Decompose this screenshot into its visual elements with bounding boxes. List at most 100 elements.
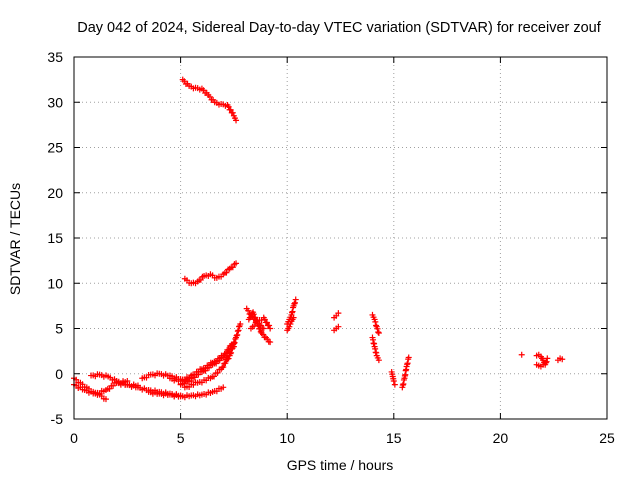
series-arc-f	[145, 384, 227, 401]
data-point	[292, 296, 299, 303]
x-axis-label: GPS time / hours	[287, 457, 394, 473]
y-tick-label: 10	[47, 275, 63, 291]
data-point	[390, 377, 397, 384]
data-point-fill	[202, 367, 209, 374]
data-point-fill	[229, 109, 236, 116]
data-point-fill	[236, 323, 243, 330]
series-arc-u	[388, 368, 398, 388]
data-point-fill	[206, 364, 213, 371]
data-point	[375, 357, 382, 364]
y-tick-label: -5	[51, 411, 64, 427]
y-tick-label: 30	[47, 94, 63, 110]
series-arc-s	[369, 311, 382, 337]
data-point-fill	[266, 322, 273, 329]
data-point-fill	[227, 350, 234, 357]
data-point-fill	[211, 373, 218, 380]
series-arc-i	[181, 320, 244, 391]
data-point	[102, 396, 109, 403]
data-point	[267, 325, 274, 332]
data-point	[233, 117, 240, 124]
data-point	[559, 356, 566, 363]
data-point	[233, 260, 240, 267]
data-point-fill	[372, 318, 379, 325]
series-arc-k	[181, 260, 240, 287]
data-point-fill	[263, 319, 270, 326]
chart-title: Day 042 of 2024, Sidereal Day-to-day VTE…	[77, 20, 602, 36]
series-arc-q	[331, 310, 342, 321]
data-point	[335, 310, 342, 317]
data-point-fill	[235, 327, 242, 334]
data-point-fill	[374, 325, 381, 332]
data-point-fill	[110, 382, 117, 389]
data-point-fill	[287, 320, 294, 327]
data-point-fill	[233, 332, 240, 339]
data-point-fill	[234, 328, 241, 335]
y-tick-label: 35	[47, 49, 63, 65]
data-point-fill	[213, 360, 220, 367]
series-arc-z	[554, 355, 566, 364]
data-points	[71, 76, 566, 403]
x-tick-label: 20	[493, 430, 509, 446]
y-tick-label: 25	[47, 140, 63, 156]
data-point-fill	[373, 322, 380, 329]
series-arc-y	[533, 359, 549, 370]
series-arc-n	[247, 314, 274, 332]
data-point-fill	[234, 331, 241, 338]
data-point-fill	[229, 264, 236, 271]
data-point-fill	[220, 364, 227, 371]
x-tick-label: 25	[599, 430, 615, 446]
data-point-fill	[216, 357, 223, 364]
series-arc-p	[284, 314, 297, 334]
data-point-fill	[214, 369, 221, 376]
data-point-fill	[230, 340, 237, 347]
data-point	[542, 359, 549, 366]
series-arc-t	[369, 334, 382, 364]
data-point-fill	[375, 329, 382, 336]
data-point-fill	[225, 103, 232, 110]
data-point-fill	[291, 300, 298, 307]
series-arc-r	[331, 323, 342, 334]
data-point	[375, 330, 382, 337]
data-point	[267, 339, 274, 346]
data-point-fill	[227, 106, 234, 113]
y-tick-label: 20	[47, 185, 63, 201]
data-point	[405, 354, 412, 361]
data-point-fill	[231, 339, 238, 346]
x-tick-label: 5	[177, 430, 185, 446]
data-point-fill	[256, 325, 263, 332]
data-point-fill	[222, 360, 229, 367]
data-point-fill	[223, 269, 230, 276]
data-point	[544, 355, 551, 362]
data-point-fill	[229, 345, 236, 352]
data-point	[237, 320, 244, 327]
data-point-fill	[251, 323, 258, 330]
grid-lines	[74, 57, 607, 419]
data-point-fill	[197, 276, 204, 283]
data-point-fill	[225, 355, 232, 362]
data-point	[286, 323, 293, 330]
series-arc-w	[518, 351, 525, 358]
data-point-fill	[206, 93, 213, 100]
data-point-fill	[106, 385, 113, 392]
data-point	[391, 381, 398, 388]
data-point	[220, 384, 227, 391]
y-tick-label: 5	[55, 321, 63, 337]
data-point	[335, 323, 342, 330]
data-point	[518, 351, 525, 358]
data-point-fill	[250, 311, 257, 318]
data-point-fill	[228, 346, 235, 353]
y-tick-label: 0	[55, 366, 63, 382]
data-point-fill	[292, 299, 299, 306]
data-point-fill	[261, 316, 268, 323]
data-point-fill	[245, 307, 252, 314]
y-axis-label: SDTVAR / TECUs	[7, 183, 23, 295]
y-tick-label: 15	[47, 230, 63, 246]
series-arc-j	[179, 76, 240, 124]
data-point-fill	[228, 349, 235, 356]
x-tick-label: 0	[70, 430, 78, 446]
series-arc-v	[399, 354, 412, 391]
axis-ticks: 0 5 10 15 20 25 -5 0 5 10 15 20 25 30 35	[47, 49, 615, 446]
data-point	[290, 314, 297, 321]
